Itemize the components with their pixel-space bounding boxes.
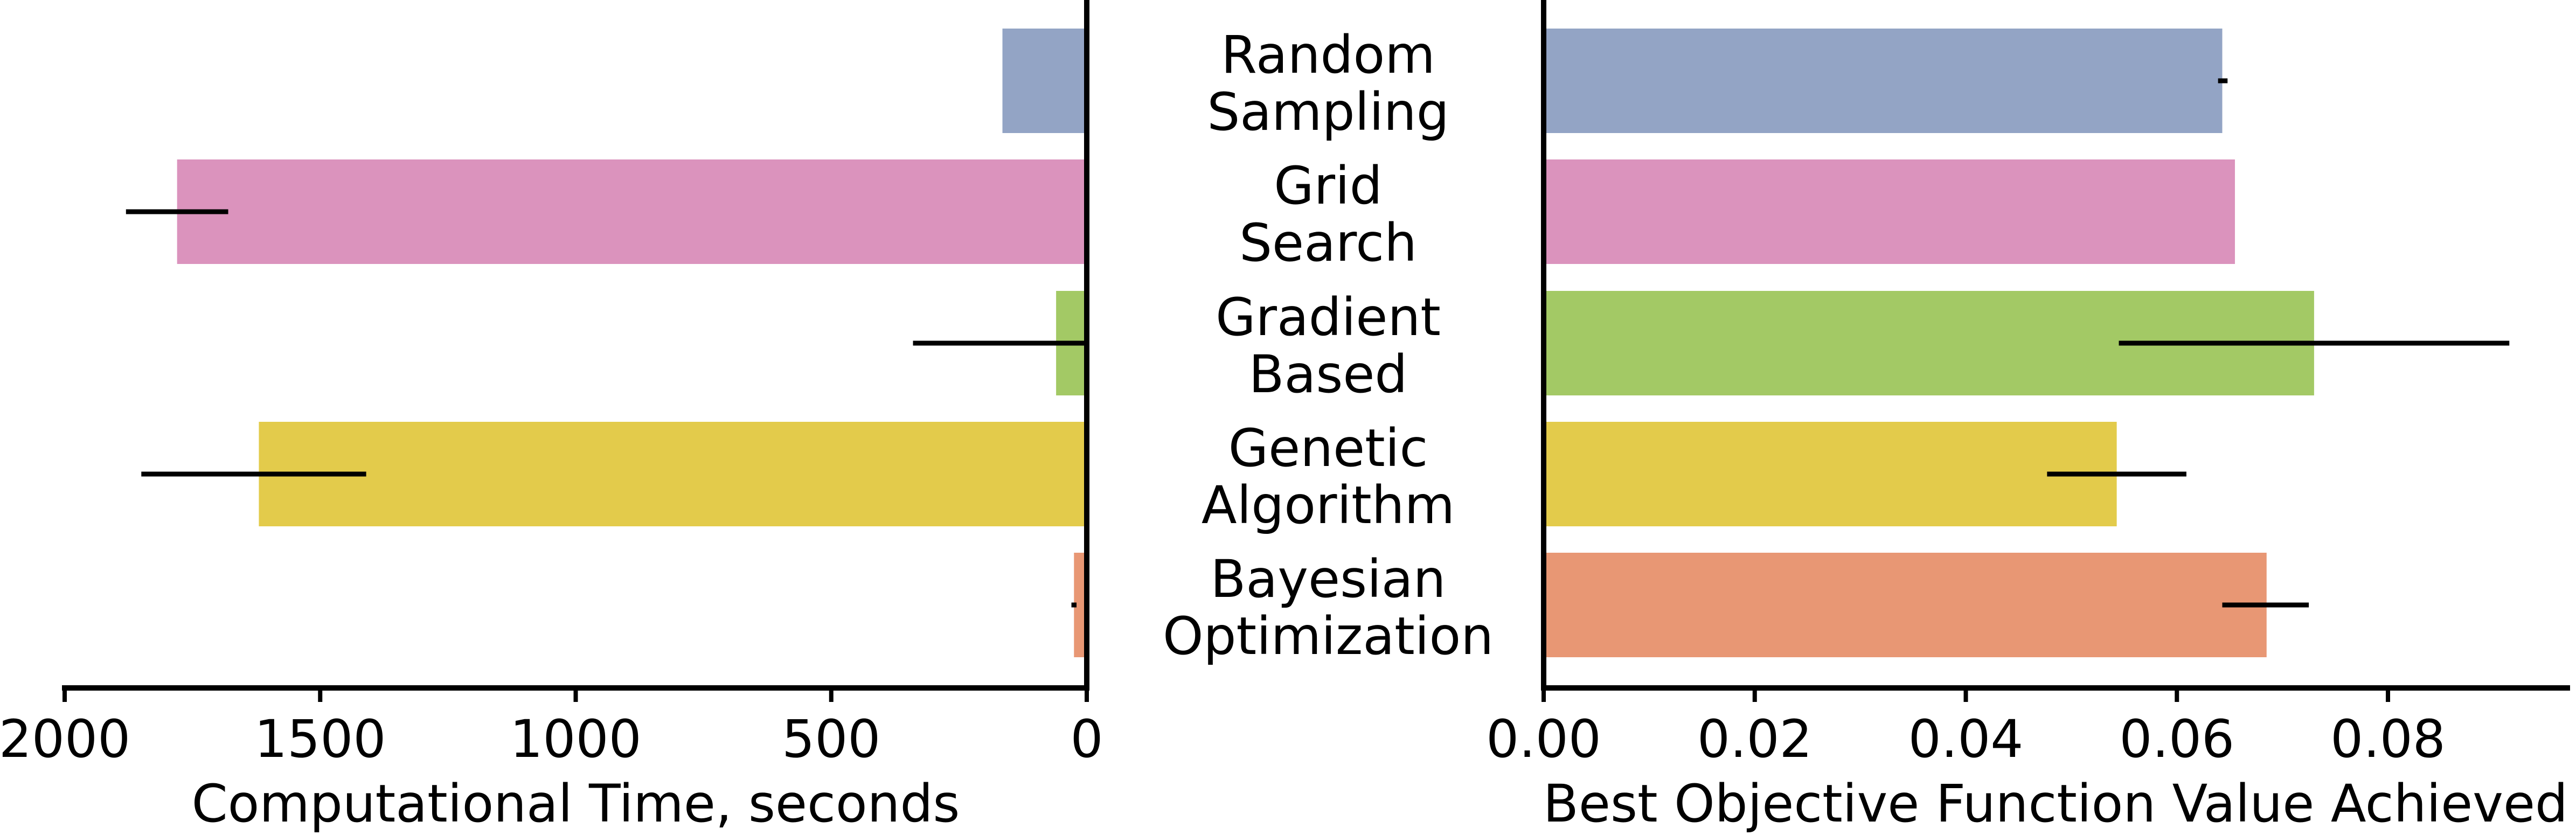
category-label: Grid Search <box>1239 156 1417 273</box>
category-label-line: Genetic <box>1228 418 1428 478</box>
category-label: Bayesian Optimization <box>1163 549 1494 666</box>
x-tick-label: 0 <box>1070 709 1103 769</box>
bar <box>1002 29 1087 133</box>
category-label-line: Search <box>1239 213 1417 273</box>
x-tick-label: 0.00 <box>1486 709 1601 769</box>
category-label: Genetic Algorithm <box>1202 418 1455 535</box>
category-label-line: Bayesian <box>1211 549 1446 609</box>
x-tick-label: 500 <box>782 709 880 769</box>
category-label: Gradient Based <box>1216 287 1441 405</box>
category-label-line: Random <box>1221 25 1435 85</box>
bar <box>1544 159 2235 264</box>
x-tick-label: 0.02 <box>1697 709 1813 769</box>
bar <box>1544 422 2117 526</box>
category-label-line: Optimization <box>1163 606 1494 666</box>
x-tick-label: 2000 <box>0 709 130 769</box>
category-label-line: Grid <box>1274 156 1382 216</box>
x-tick-label: 0.08 <box>2330 709 2446 769</box>
x-tick-label: 1500 <box>254 709 386 769</box>
category-label-line: Sampling <box>1207 82 1449 142</box>
x-tick-label: 0.06 <box>2119 709 2234 769</box>
bar <box>259 422 1087 526</box>
x-tick-label: 1000 <box>510 709 641 769</box>
bar <box>1074 553 1087 657</box>
category-labels: Random Sampling Grid Search Gradient Based Gen… <box>1163 25 1494 666</box>
time-panel: 2000 1500 1000 500 0 Computational Time, seco… <box>0 0 1103 834</box>
category-label-line: Based <box>1249 344 1408 405</box>
category-label-line: Gradient <box>1216 287 1441 347</box>
bar <box>1544 29 2223 133</box>
x-axis-title: Best Objective Function Value Achieved <box>1543 774 2568 832</box>
x-axis-title: Computational Time, seconds <box>192 774 960 832</box>
bar <box>1544 553 2267 657</box>
category-label-line: Algorithm <box>1202 475 1455 535</box>
x-tick-label: 0.04 <box>1908 709 2024 769</box>
bar <box>177 159 1087 264</box>
category-label: Random Sampling <box>1207 25 1449 142</box>
